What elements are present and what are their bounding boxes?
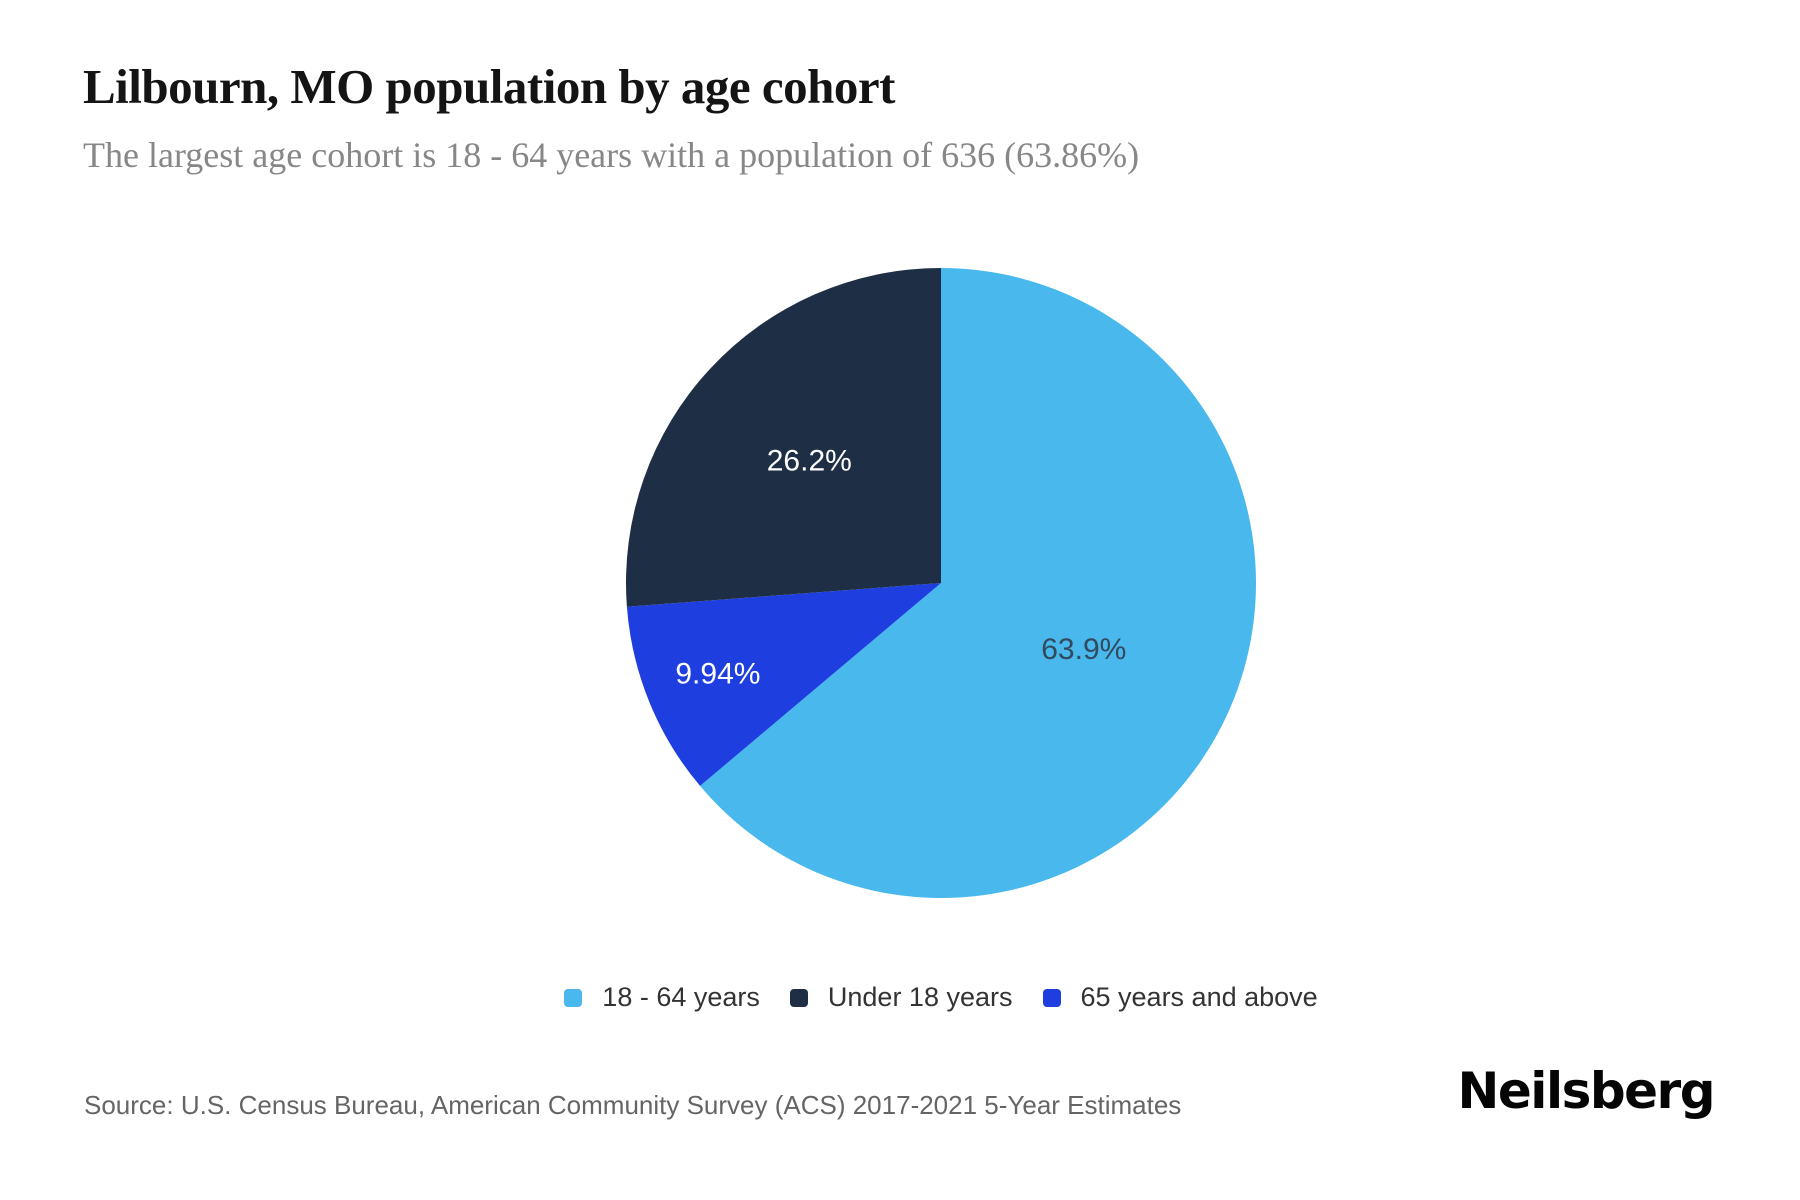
legend-swatch-icon: [564, 988, 583, 1007]
legend-item-under-18-years[interactable]: Under 18 years: [789, 982, 1013, 1013]
pie-slice-under-18-years[interactable]: [625, 268, 941, 607]
chart-title: Lilbourn, MO population by age cohort: [83, 59, 895, 114]
legend-item-label: Under 18 years: [827, 982, 1013, 1012]
legend-swatch-icon: [789, 988, 808, 1007]
legend: 18 - 64 years Under 18 years 65 years an…: [41, 982, 1800, 1013]
source-attribution: Source: U.S. Census Bureau, American Com…: [84, 1090, 1182, 1120]
legend-swatch-icon: [1042, 988, 1061, 1007]
neilsberg-logo: Neilsberg: [1457, 1062, 1716, 1120]
pie-slice-18-64-years[interactable]: [700, 268, 1256, 899]
legend-item-label: 18 - 64 years: [602, 982, 760, 1012]
chart-subtitle: The largest age cohort is 18 - 64 years …: [83, 135, 1140, 175]
pie-slice-65-years-and-above[interactable]: [626, 583, 941, 786]
legend-item-18-64-years[interactable]: 18 - 64 years: [564, 982, 760, 1013]
legend-item-label: 65 years and above: [1080, 982, 1318, 1012]
legend-item-65-years-and-above[interactable]: 65 years and above: [1042, 982, 1318, 1013]
pie-slice-data-label: 9.94%: [675, 658, 760, 691]
pie-slice-data-label: 63.9%: [1041, 633, 1126, 666]
pie-slice-data-label: 26.2%: [767, 444, 852, 477]
